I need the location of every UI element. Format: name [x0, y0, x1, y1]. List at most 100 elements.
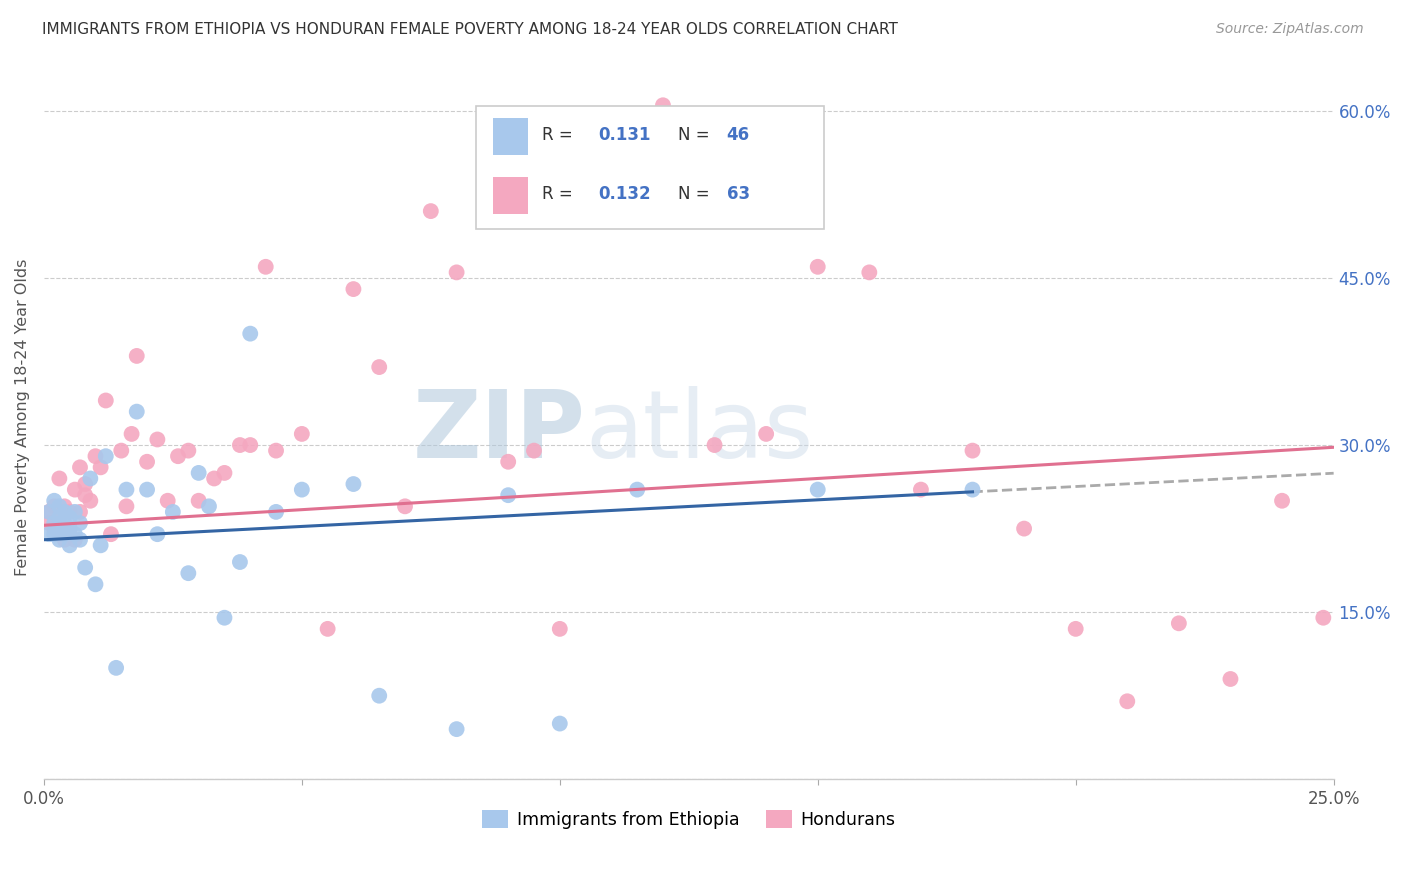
Point: [264, 443, 287, 458]
Point: [38, 505, 60, 519]
Point: [38, 516, 60, 530]
Point: [1271, 493, 1294, 508]
Point: [368, 360, 391, 375]
Point: [90, 460, 112, 475]
Point: [79, 471, 101, 485]
Point: [187, 466, 209, 480]
Point: [48, 527, 70, 541]
Point: [1064, 622, 1087, 636]
Point: [858, 265, 880, 279]
Point: [807, 260, 830, 274]
Y-axis label: Female Poverty Among 18-24 Year Olds: Female Poverty Among 18-24 Year Olds: [15, 259, 30, 576]
Point: [254, 260, 277, 274]
Point: [115, 483, 138, 497]
Point: [214, 611, 236, 625]
Point: [69, 460, 91, 475]
Point: [755, 426, 778, 441]
Point: [342, 282, 364, 296]
Point: [198, 500, 221, 514]
Point: [1219, 672, 1241, 686]
Point: [136, 455, 159, 469]
Text: IMMIGRANTS FROM ETHIOPIA VS HONDURAN FEMALE POVERTY AMONG 18-24 YEAR OLDS CORREL: IMMIGRANTS FROM ETHIOPIA VS HONDURAN FEM…: [42, 22, 898, 37]
Point: [167, 449, 190, 463]
Point: [69, 516, 91, 530]
Point: [146, 433, 169, 447]
Point: [59, 510, 82, 524]
Point: [368, 689, 391, 703]
Point: [53, 516, 76, 530]
Point: [48, 510, 70, 524]
Point: [125, 349, 148, 363]
Point: [63, 505, 86, 519]
Point: [214, 466, 236, 480]
Point: [44, 493, 66, 508]
Point: [79, 493, 101, 508]
Point: [94, 449, 117, 463]
Point: [136, 483, 159, 497]
Point: [1167, 616, 1189, 631]
Point: [110, 443, 132, 458]
Point: [229, 555, 252, 569]
Point: [44, 522, 66, 536]
Point: [121, 426, 143, 441]
Point: [1312, 611, 1334, 625]
Point: [177, 566, 200, 581]
Point: [962, 483, 984, 497]
Point: [807, 483, 830, 497]
Point: [1116, 694, 1139, 708]
Point: [446, 722, 468, 736]
Point: [652, 98, 675, 112]
Legend: Immigrants from Ethiopia, Hondurans: Immigrants from Ethiopia, Hondurans: [475, 803, 903, 836]
Point: [59, 538, 82, 552]
Point: [496, 455, 519, 469]
Point: [156, 493, 179, 508]
Point: [84, 577, 107, 591]
Point: [59, 505, 82, 519]
Point: [75, 560, 97, 574]
Point: [69, 505, 91, 519]
Point: [44, 527, 66, 541]
Point: [496, 488, 519, 502]
Point: [316, 622, 339, 636]
Point: [105, 661, 128, 675]
Point: [548, 716, 571, 731]
Point: [177, 443, 200, 458]
Point: [94, 393, 117, 408]
Point: [342, 477, 364, 491]
Point: [75, 477, 97, 491]
Point: [291, 483, 314, 497]
Text: atlas: atlas: [585, 385, 814, 478]
Point: [69, 533, 91, 547]
Point: [600, 153, 623, 168]
Point: [115, 500, 138, 514]
Point: [962, 443, 984, 458]
Point: [59, 522, 82, 536]
Point: [239, 438, 262, 452]
Point: [162, 505, 184, 519]
Point: [229, 438, 252, 452]
Point: [53, 533, 76, 547]
Point: [1012, 522, 1035, 536]
Point: [59, 522, 82, 536]
Text: ZIP: ZIP: [413, 385, 585, 478]
Point: [626, 483, 648, 497]
Point: [523, 443, 546, 458]
Point: [63, 533, 86, 547]
Point: [703, 438, 725, 452]
Point: [38, 527, 60, 541]
Point: [53, 500, 76, 514]
Point: [264, 505, 287, 519]
Point: [419, 204, 441, 219]
Point: [84, 449, 107, 463]
Point: [187, 493, 209, 508]
Point: [394, 500, 416, 514]
Point: [446, 265, 468, 279]
Point: [48, 533, 70, 547]
Point: [910, 483, 932, 497]
Point: [90, 538, 112, 552]
Point: [53, 505, 76, 519]
Point: [48, 500, 70, 514]
Point: [239, 326, 262, 341]
Point: [146, 527, 169, 541]
Point: [202, 471, 225, 485]
